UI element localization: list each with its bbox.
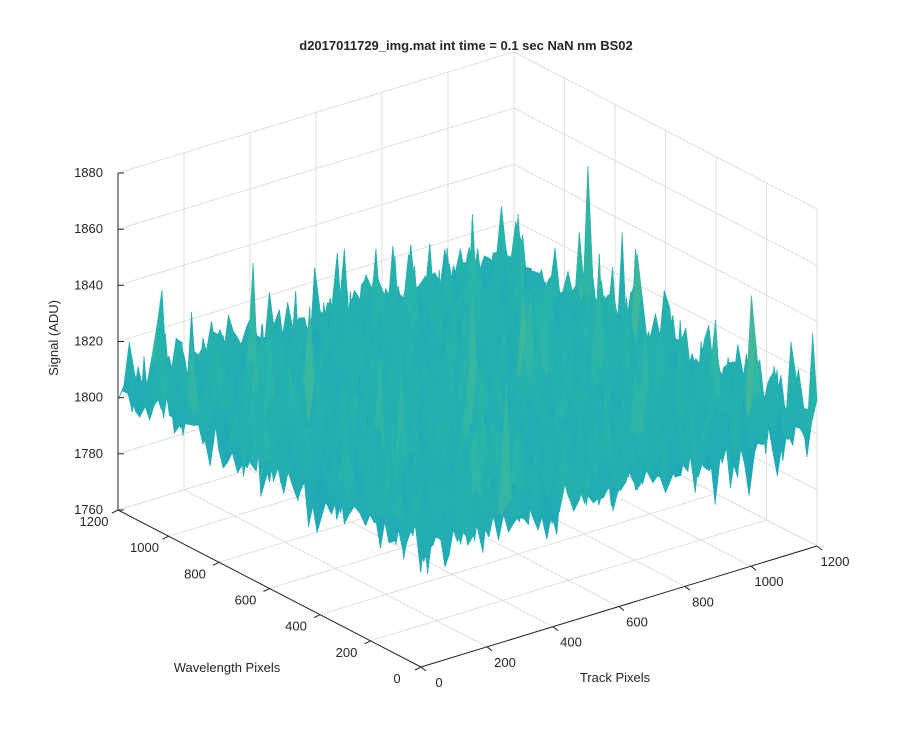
grid-line-floor-wavelength <box>319 493 717 616</box>
signal-tick-label: 1820 <box>74 334 103 349</box>
chart-title: d2017011729_img.mat int time = 0.1 sec N… <box>299 38 632 53</box>
signal-surface <box>117 165 818 574</box>
z-axis-label: Signal (ADU) <box>46 300 61 376</box>
signal-tick-label: 1840 <box>74 277 103 292</box>
grid-line-sidewall-signal <box>513 51 818 210</box>
y-axis-label: Wavelength Pixels <box>174 660 281 675</box>
wavelength-tick-label: 0 <box>393 671 400 686</box>
x-axis-label: Track Pixels <box>580 670 651 685</box>
signal-tick-label: 1860 <box>74 221 103 236</box>
wavelength-tick-label: 200 <box>336 645 358 660</box>
grid-line-backwall-signal <box>117 51 515 174</box>
track-tick-label: 800 <box>692 594 714 609</box>
track-tick-label: 200 <box>494 655 516 670</box>
grid-line-backwall-signal <box>117 163 515 286</box>
grid-line-floor-wavelength <box>370 519 767 642</box>
signal-tick-label: 1760 <box>74 502 103 517</box>
grid-line-sidewall-signal <box>513 107 818 266</box>
wavelength-tick-label: 400 <box>285 619 307 634</box>
grid-line-backwall-signal <box>117 107 515 230</box>
wavelength-tick-label: 800 <box>184 566 206 581</box>
track-tick-label: 1200 <box>821 554 850 569</box>
signal-tick-label: 1880 <box>74 165 103 180</box>
signal-tick-label: 1780 <box>74 446 103 461</box>
wavelength-tick-label: 600 <box>235 593 257 608</box>
grid-line-sidewall-signal <box>513 163 818 322</box>
track-tick-label: 600 <box>626 615 648 630</box>
wavelength-tick-label: 1000 <box>130 540 159 555</box>
track-tick-label: 0 <box>435 675 442 690</box>
track-tick-label: 400 <box>560 635 582 650</box>
track-tick-label: 1000 <box>755 574 784 589</box>
signal-tick-label: 1800 <box>74 390 103 405</box>
